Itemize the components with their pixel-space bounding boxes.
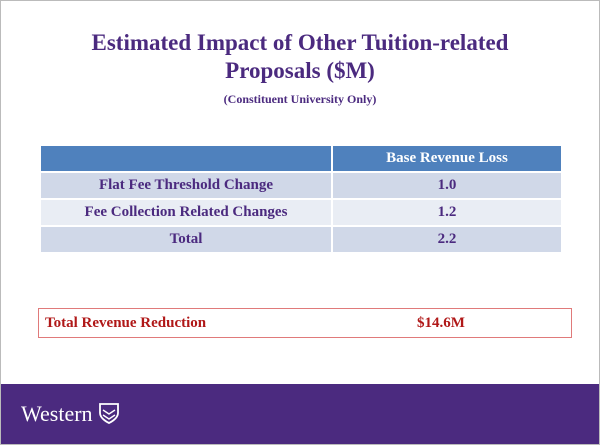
header-cell [41, 146, 333, 173]
table-cell: Total [41, 226, 333, 254]
table-cell: Fee Collection Related Changes [41, 199, 333, 227]
header-cell: Base Revenue Loss [332, 146, 561, 173]
logo: Western [21, 401, 120, 427]
table: Base Revenue Loss Flat Fee Threshold Cha… [41, 146, 561, 254]
table-row: Total 2.2 [41, 226, 561, 254]
summary-value: $14.6M [417, 315, 465, 331]
table-row: Fee Collection Related Changes 1.2 [41, 199, 561, 227]
table-row: Flat Fee Threshold Change 1.0 [41, 172, 561, 200]
summary-label: Total Revenue Reduction [45, 315, 207, 331]
footer: Western [1, 384, 599, 444]
logo-crest [99, 403, 119, 424]
subtitle: (Constituent University Only) [223, 92, 377, 106]
logo-text: Western [21, 401, 93, 426]
header-row: Base Revenue Loss [41, 146, 561, 173]
table-cell: 1.0 [332, 172, 561, 200]
table-cell: 2.2 [332, 226, 561, 254]
summary-box: Total Revenue Reduction $14.6M [38, 308, 572, 338]
table-cell: 1.2 [332, 199, 561, 227]
table-cell: Flat Fee Threshold Change [41, 172, 333, 200]
title: Estimated Impact of Other Tuition-relate… [91, 30, 509, 83]
